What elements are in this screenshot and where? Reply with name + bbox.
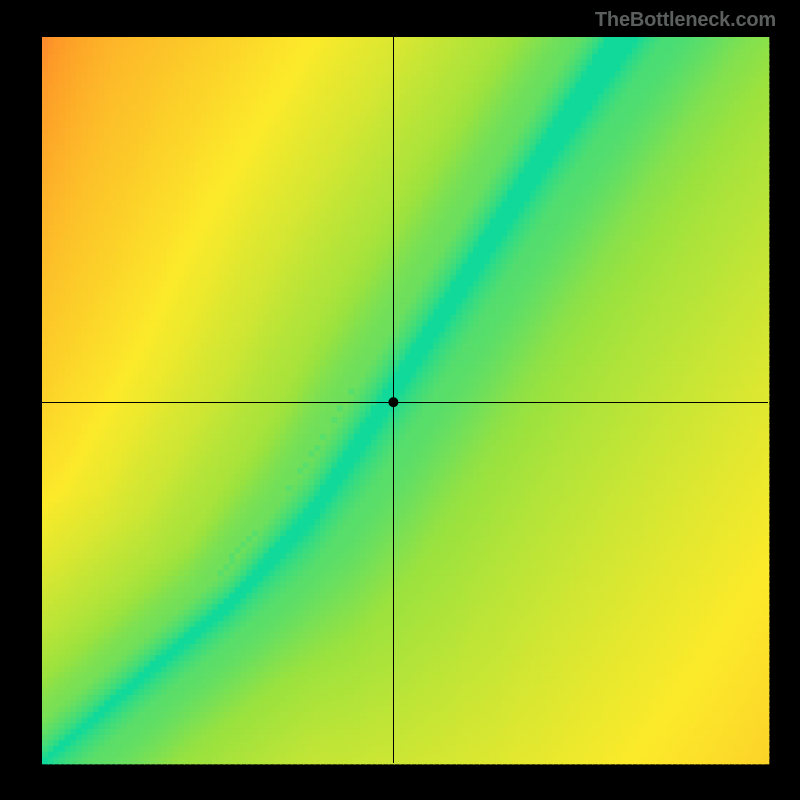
watermark-text: TheBottleneck.com (595, 9, 776, 32)
bottleneck-heatmap (0, 0, 800, 800)
